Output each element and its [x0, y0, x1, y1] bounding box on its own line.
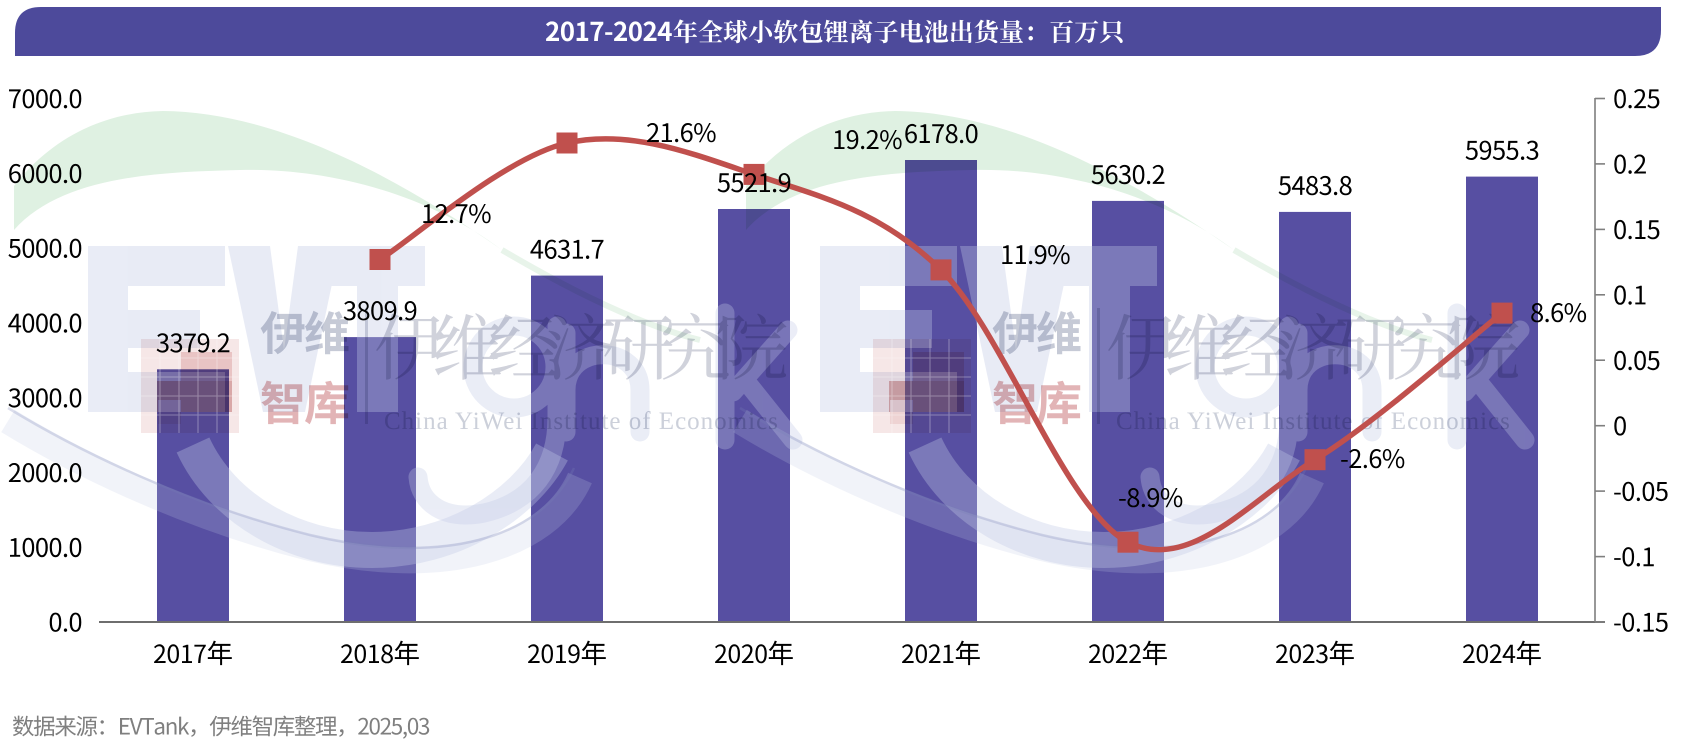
svg-text:China YiWei Institute of Econo: China YiWei Institute of Economics	[1116, 408, 1511, 435]
svg-text:China YiWei Institute of Econo: China YiWei Institute of Economics	[384, 408, 779, 435]
